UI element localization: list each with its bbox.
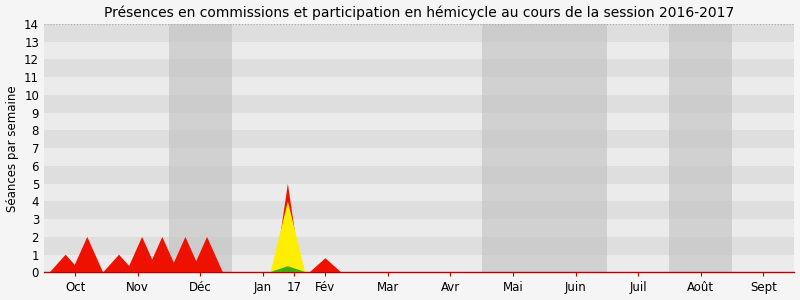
Bar	[169, 24, 231, 272]
Polygon shape	[50, 255, 82, 272]
Polygon shape	[103, 255, 135, 272]
Bar	[44, 95, 794, 113]
Bar	[44, 201, 794, 219]
Bar	[44, 77, 794, 95]
Y-axis label: Séances par semaine: Séances par semaine	[6, 85, 18, 212]
Bar	[44, 148, 794, 166]
Polygon shape	[191, 237, 223, 272]
Bar	[44, 24, 794, 42]
Bar	[44, 184, 794, 201]
Polygon shape	[126, 237, 158, 272]
Bar	[44, 59, 794, 77]
Bar	[44, 219, 794, 237]
Polygon shape	[275, 184, 301, 272]
Bar	[44, 255, 794, 272]
Bar	[544, 24, 607, 272]
Bar	[44, 42, 794, 59]
Bar	[44, 237, 794, 255]
Polygon shape	[170, 237, 202, 272]
Polygon shape	[71, 237, 103, 272]
Polygon shape	[146, 237, 178, 272]
Polygon shape	[269, 266, 306, 272]
Bar	[670, 24, 732, 272]
Bar	[44, 130, 794, 148]
Title: Présences en commissions et participation en hémicycle au cours de la session 20: Présences en commissions et participatio…	[104, 6, 734, 20]
Bar	[44, 113, 794, 130]
Bar	[482, 24, 544, 272]
Polygon shape	[270, 201, 305, 272]
Bar	[44, 166, 794, 184]
Polygon shape	[310, 258, 342, 272]
